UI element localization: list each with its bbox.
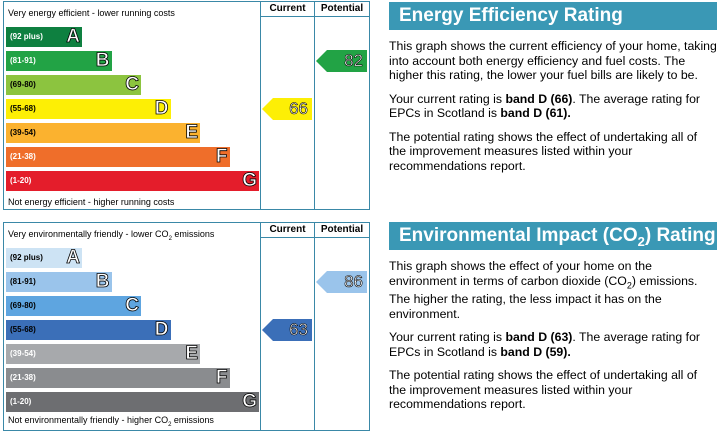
- panel-paragraph: Your current rating is band D (66). The …: [389, 91, 701, 121]
- chart-top-label: Very environmentally friendly - lower CO…: [8, 229, 215, 242]
- band-range-label: (39-54): [10, 349, 36, 358]
- band-range-label: (1-20): [10, 397, 32, 406]
- rating-value: 86: [344, 272, 364, 292]
- environmental-impact-panel: Environmental Impact (CO2) Rating This g…: [389, 222, 717, 412]
- current-rating-arrow: 66: [262, 98, 312, 120]
- column-divider: [314, 2, 315, 209]
- potential-rating-arrow: 86: [316, 271, 367, 293]
- current-rating-arrow: 63: [262, 319, 312, 341]
- rating-band-d: (55-68) D: [6, 319, 171, 341]
- band-letter: D: [154, 319, 169, 341]
- band-letter: C: [125, 295, 140, 317]
- arrow-shape: [262, 98, 312, 120]
- band-letter: C: [125, 74, 140, 96]
- band-range-label: (69-80): [10, 80, 36, 89]
- rating-value: 63: [289, 320, 309, 340]
- band-letter: B: [95, 50, 110, 72]
- band-range-label: (21-38): [10, 152, 36, 161]
- band-letter: A: [66, 26, 81, 48]
- energy-efficiency-chart: Current Potential Very energy efficient …: [3, 1, 370, 210]
- panel-paragraph: This graph shows the effect of your home…: [389, 259, 698, 321]
- panel-paragraph: The potential rating shows the effect of…: [389, 368, 698, 412]
- potential-rating-arrow: 82: [316, 50, 367, 72]
- column-divider: [260, 223, 261, 430]
- panel-paragraph: This graph shows the current efficiency …: [389, 39, 717, 82]
- environmental-impact-chart: Current Potential Very environmentally f…: [3, 222, 370, 431]
- rating-band-c: (69-80) C: [6, 295, 141, 317]
- potential-column-header: Potential: [320, 224, 364, 235]
- band-letter: B: [95, 271, 110, 293]
- current-column-header: Current: [269, 3, 306, 14]
- column-divider: [314, 223, 315, 430]
- rating-band-g: (1-20) G: [6, 170, 259, 192]
- rating-band-b: (81-91) B: [6, 271, 112, 293]
- potential-column-header: Potential: [320, 3, 364, 14]
- band-range-label: (55-68): [10, 104, 36, 113]
- band-range-label: (55-68): [10, 325, 36, 334]
- band-letter: A: [66, 247, 81, 269]
- rating-value: 66: [289, 99, 309, 119]
- band-range-label: (92 plus): [10, 32, 43, 41]
- panel-title: Energy Efficiency Rating: [389, 2, 717, 30]
- band-letter: D: [154, 98, 169, 120]
- band-letter: G: [242, 170, 258, 192]
- band-range-label: (21-38): [10, 373, 36, 382]
- band-range-label: (81-91): [10, 56, 36, 65]
- rating-band-f: (21-38) F: [6, 367, 230, 389]
- rating-band-d: (55-68) D: [6, 98, 171, 120]
- chart-top-label: Very energy efficient - lower running co…: [8, 8, 175, 18]
- rating-band-a: (92 plus) A: [6, 26, 82, 48]
- arrow-shape: [262, 319, 312, 341]
- band-letter: E: [185, 343, 198, 365]
- rating-band-a: (92 plus) A: [6, 247, 82, 269]
- rating-band-e: (39-54) E: [6, 122, 200, 144]
- chart-bottom-label: Not environmentally friendly - higher CO…: [8, 415, 214, 428]
- arrow-shape: [316, 50, 367, 72]
- rating-value: 82: [344, 51, 364, 71]
- rating-band-g: (1-20) G: [6, 391, 259, 413]
- energy-efficiency-panel: Energy Efficiency Rating This graph show…: [389, 2, 717, 173]
- column-divider: [260, 2, 261, 209]
- rating-band-e: (39-54) E: [6, 343, 200, 365]
- band-letter: F: [215, 146, 228, 168]
- band-range-label: (39-54): [10, 128, 36, 137]
- band-range-label: (69-80): [10, 301, 36, 310]
- rating-band-c: (69-80) C: [6, 74, 141, 96]
- band-letter: E: [185, 122, 198, 144]
- panel-title: Environmental Impact (CO2) Rating: [389, 222, 717, 250]
- current-column-header: Current: [269, 224, 306, 235]
- panel-paragraph: Your current rating is band D (63). The …: [389, 330, 701, 359]
- rating-band-b: (81-91) B: [6, 50, 112, 72]
- band-range-label: (81-91): [10, 277, 36, 286]
- chart-bottom-label: Not energy efficient - higher running co…: [8, 197, 175, 207]
- band-letter: G: [242, 391, 258, 413]
- arrow-shape: [316, 271, 367, 293]
- header-divider: [260, 237, 369, 238]
- band-range-label: (1-20): [10, 176, 32, 185]
- band-range-label: (92 plus): [10, 253, 43, 262]
- band-letter: F: [215, 367, 228, 389]
- rating-band-f: (21-38) F: [6, 146, 230, 168]
- panel-paragraph: The potential rating shows the effect of…: [389, 129, 698, 173]
- header-divider: [260, 16, 369, 17]
